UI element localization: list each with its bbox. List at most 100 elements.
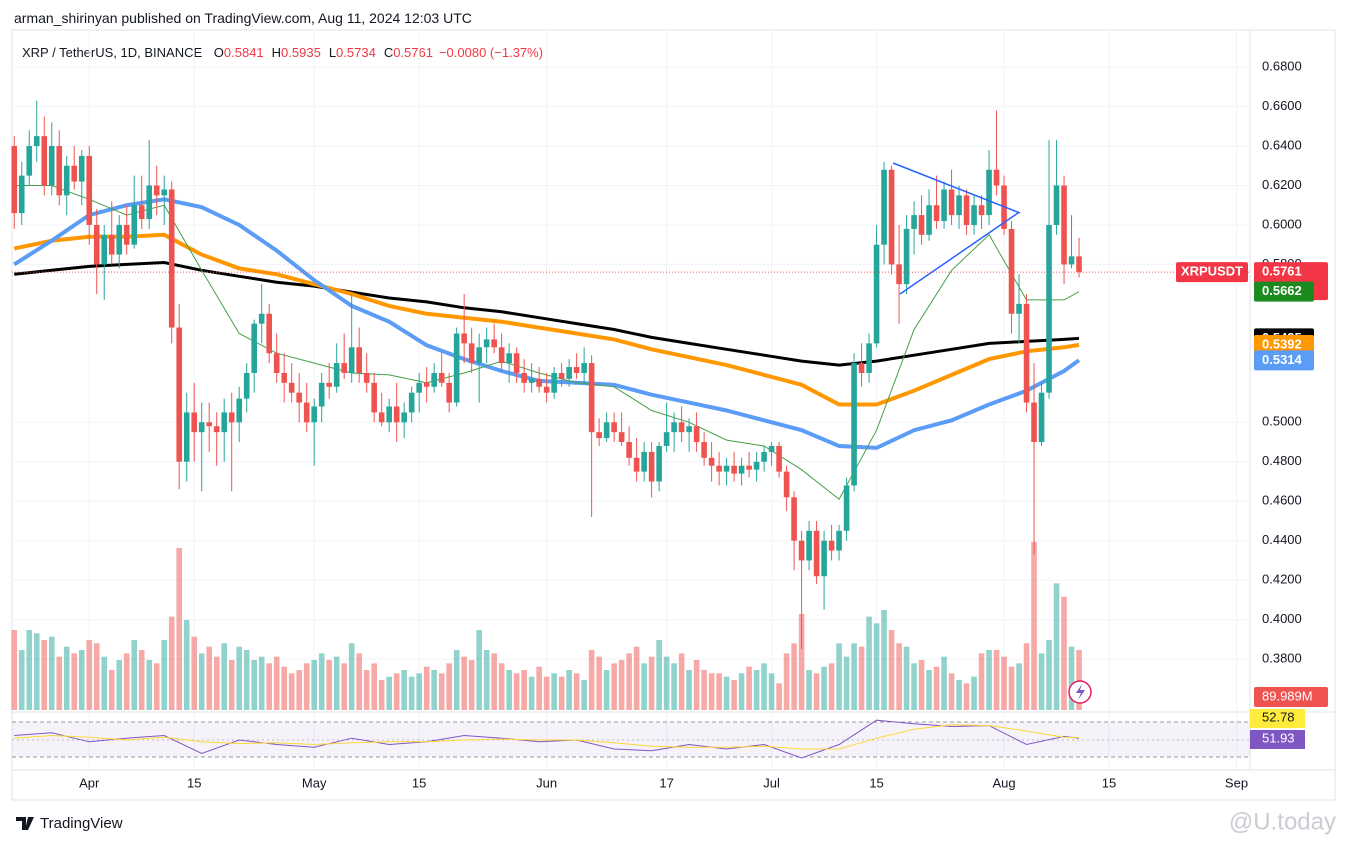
change: −0.0080 (−1.37%) [438, 45, 544, 60]
candle-body [446, 382, 452, 403]
candle-body [386, 406, 392, 423]
candle-body [513, 353, 520, 373]
y-tick-label: 0.6000 [1262, 216, 1302, 231]
candle-body [581, 363, 587, 373]
candle-body [116, 224, 123, 255]
volume-bar [716, 673, 722, 710]
volume-bar [813, 673, 820, 710]
price-label: 0.5761 [1262, 264, 1302, 279]
candle-body [123, 224, 130, 245]
candle-body [318, 382, 325, 407]
candle-body [71, 165, 78, 182]
volume-bar [243, 650, 250, 710]
volume-bar [963, 683, 970, 710]
y-tick-label: 0.3800 [1262, 651, 1302, 666]
candle-body [566, 367, 572, 379]
volume-bar [513, 673, 520, 710]
volume-bar [731, 680, 737, 710]
volume-bar [213, 656, 220, 710]
triangle-upper [892, 162, 1021, 214]
volume-bar [228, 660, 235, 710]
ma-label: 0.5392 [1262, 336, 1302, 351]
candle-body [333, 363, 340, 387]
moving-average [14, 185, 1080, 501]
candle-body [753, 461, 760, 470]
candle-body [723, 465, 730, 472]
symbol: XRP / TetherUS, 1D, BINANCE [22, 45, 203, 60]
volume-bar [1038, 653, 1045, 710]
candle-body [378, 412, 385, 423]
candle-body [423, 382, 430, 387]
volume-bar [1061, 596, 1067, 710]
volume-bar [498, 663, 505, 710]
volume-bar [761, 663, 767, 710]
x-tick-label: Jun [536, 775, 557, 790]
candle-body [551, 372, 557, 393]
candle-body [558, 372, 565, 379]
candle-body [1068, 256, 1075, 265]
volume-bar [648, 656, 655, 710]
candle-body [738, 465, 745, 474]
volume-bar [858, 646, 865, 710]
volume-bar [641, 663, 647, 710]
candle-body [251, 323, 258, 373]
candle-body [858, 363, 865, 373]
watermark: @U.today [1229, 808, 1336, 835]
volume-bar [971, 676, 977, 710]
candle-body [363, 372, 370, 383]
ohlc-prefix: C [383, 45, 394, 60]
moving-average [14, 260, 1080, 367]
candle-body [1031, 402, 1037, 443]
ticker: XRPUSDT [1181, 264, 1243, 279]
ohlc-value: 0.5734 [336, 45, 376, 60]
volume-bar [873, 623, 880, 710]
volume-bar [746, 666, 752, 710]
x-tick-label: 15 [1102, 775, 1116, 790]
volume-bar [723, 676, 730, 710]
ma-label: 0.5314 [1262, 352, 1303, 367]
volume-bar [866, 616, 872, 710]
y-tick-label: 0.4000 [1262, 611, 1302, 626]
candle-body [671, 422, 677, 433]
candle-body [236, 398, 243, 423]
candle-body [948, 189, 955, 216]
x-tick-label: Aug [992, 775, 1015, 790]
candle-body [888, 169, 895, 265]
volume-bar [633, 646, 640, 710]
candle-body [191, 412, 198, 433]
candle-body [1038, 392, 1045, 443]
candle-body [693, 426, 700, 443]
volume-bar [956, 680, 962, 710]
x-tick-label: Sep [1225, 775, 1248, 790]
candle-body [1061, 185, 1067, 265]
candle-body [221, 412, 228, 433]
volume-bar [543, 676, 550, 710]
candle-body [543, 386, 550, 393]
candle-body [131, 205, 138, 245]
rsi-line [14, 719, 1080, 759]
volume-bar [806, 670, 812, 710]
volume-bar [26, 630, 33, 710]
y-tick-label: 0.4400 [1262, 532, 1302, 547]
candle-body [716, 465, 722, 472]
volume-bar [581, 680, 587, 710]
volume-bar [558, 676, 565, 710]
volume-bar [656, 640, 662, 710]
volume-bar [303, 663, 310, 710]
volume-bar [941, 656, 947, 710]
candle-body [1016, 303, 1022, 314]
volume-bar [618, 660, 625, 710]
candle-body [573, 367, 580, 373]
alert-bolt [1076, 684, 1085, 700]
volume-bar [693, 660, 700, 710]
volume-bar [611, 663, 617, 710]
candle-body [138, 205, 145, 220]
candle-body [768, 445, 775, 452]
candle-body [648, 451, 655, 482]
volume-bar [356, 653, 362, 710]
volume-bar [911, 663, 917, 710]
volume-bar [888, 630, 895, 710]
volume-bar [783, 653, 790, 710]
volume-bar [948, 673, 955, 710]
